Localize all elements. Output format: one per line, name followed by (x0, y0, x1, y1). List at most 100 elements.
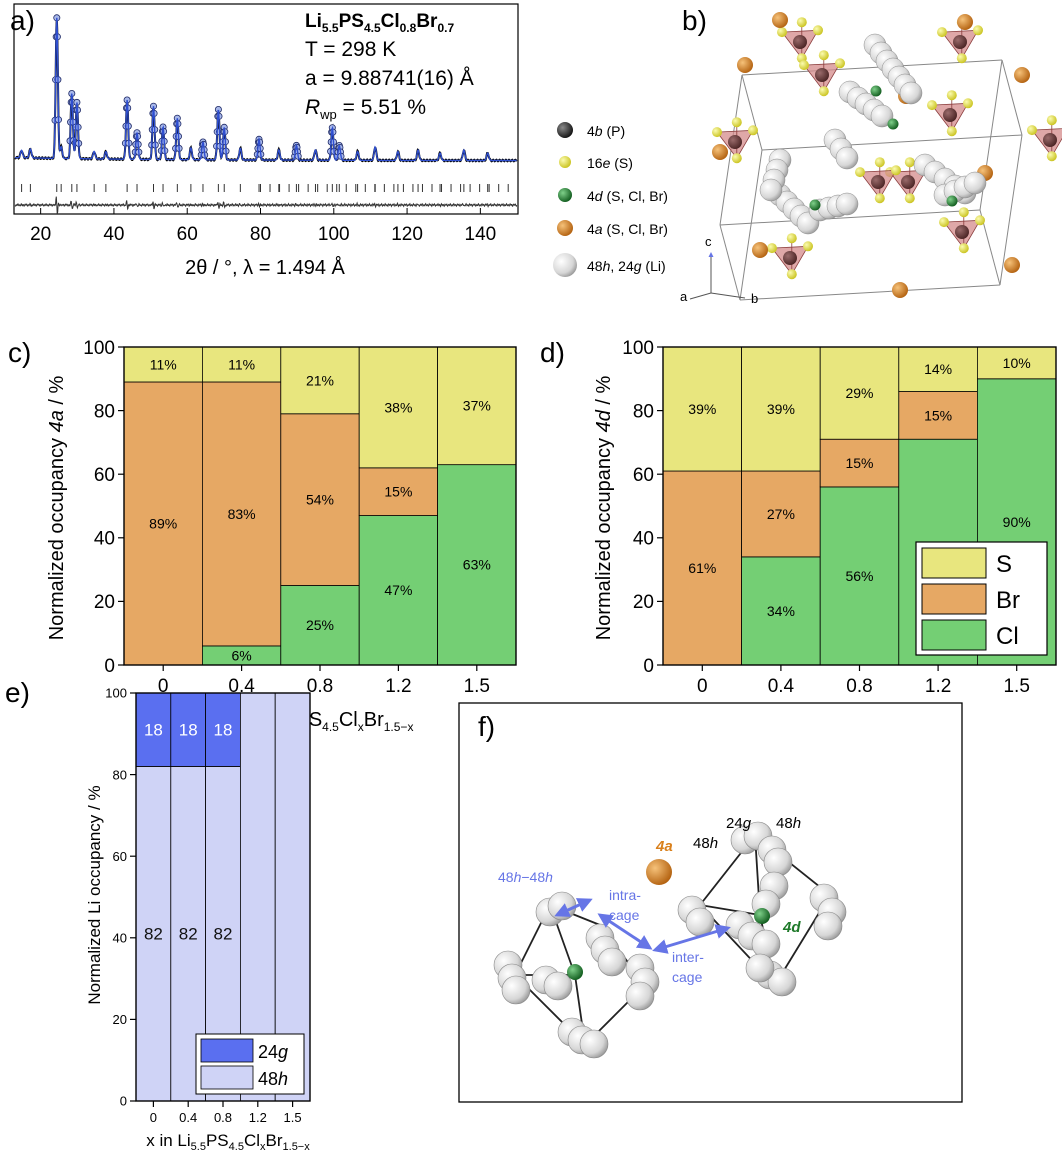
p-atom (1043, 133, 1057, 147)
x-tick-label: 140 (465, 224, 497, 245)
label-inter-cage: cage (672, 969, 703, 985)
s-atom (958, 243, 969, 254)
axis-a-label: a (680, 289, 688, 304)
li-atom (835, 192, 859, 216)
s-atom (799, 60, 809, 71)
data-label: 11% (228, 356, 255, 372)
data-label: 61% (688, 560, 716, 576)
cell-edge (741, 74, 763, 151)
data-label: 21% (306, 372, 334, 388)
legend-24g-label: 24g (258, 1042, 288, 1062)
data-label: 82 (179, 925, 198, 944)
li-atom (543, 971, 573, 1001)
y-tick-label: 60 (113, 849, 127, 864)
site-li-icon (553, 253, 577, 277)
data-label: 83% (228, 506, 256, 522)
x-tick-label: 0.4 (228, 676, 255, 697)
li-atom (870, 104, 894, 128)
site-4d-label: 4d (S, Cl, Br) (587, 188, 668, 204)
x-tick-label: 0 (697, 676, 708, 697)
li-atom (767, 967, 797, 997)
bar-S-1.5 (977, 346, 1057, 380)
panel-c: c) 89% 11% 6% 83% 11% 25% 54% 21% 47% 15% 38% 63% 37… (8, 337, 517, 734)
bar-S-0.8 (819, 346, 900, 440)
s-atom (963, 98, 973, 109)
y-tick-label: 40 (113, 930, 127, 945)
data-label: 27% (767, 506, 795, 522)
x-tick-label: 60 (177, 224, 198, 245)
cell-edge (761, 134, 1023, 151)
li-atom (745, 953, 775, 983)
crystal-structure (712, 12, 1062, 301)
bar-S-0.4 (201, 346, 282, 383)
x-tick-label: 120 (391, 224, 423, 245)
s-atom (891, 165, 901, 176)
panel-a-x-title: 2θ / °, λ = 1.494 Å (185, 256, 345, 279)
x-tick-label: 0.4 (179, 1110, 197, 1125)
x-tick-label: 80 (250, 224, 271, 245)
site-4a-atom (646, 859, 672, 885)
y-tick-label: 100 (105, 686, 127, 701)
y-tick-label: 0 (120, 1094, 127, 1109)
x-tick-label: 1.5 (284, 1110, 302, 1125)
jump-arrow (597, 913, 653, 950)
temperature-label: T = 298 K (305, 38, 396, 61)
label-48h-48h: 48h−48h (498, 869, 553, 885)
panel-e-bars: 82 18 82 18 82 18 (135, 692, 311, 1102)
data-label: 29% (845, 385, 873, 401)
axis-c-label: c (705, 234, 712, 249)
s-atom (904, 157, 915, 168)
4d-atom (887, 118, 899, 130)
y-tick-label: 0 (104, 656, 115, 677)
bar-Cl-0.4 (741, 556, 821, 666)
p-atom (943, 108, 957, 122)
p-atom (955, 225, 969, 239)
x-tick-label: 1.5 (1003, 676, 1029, 697)
data-label: 6% (231, 647, 251, 663)
bar-Cl-1.2 (358, 515, 439, 666)
y-tick-label: 20 (113, 1012, 127, 1027)
calculated-pattern (15, 17, 517, 162)
4a-atom (712, 144, 728, 160)
4a-atom (737, 57, 753, 73)
bar-Br-0.4 (741, 470, 821, 558)
panel-d-y-title: Normalized occupancy 4d / % (593, 375, 615, 640)
panel-f-frame (458, 702, 963, 1103)
y-tick-label: 20 (633, 592, 654, 613)
label-intra: intra- (609, 887, 641, 903)
cell-edge (739, 149, 763, 301)
jump-arrow (554, 898, 593, 917)
bar-S-1.5 (437, 346, 517, 466)
cell-edge (719, 209, 981, 226)
legend-cl-label: Cl (996, 623, 1019, 650)
4d-atom (946, 195, 958, 207)
site-legend: 4b (P) 16e (S) 4d (S, Cl, Br) 4a (S, Cl,… (553, 122, 668, 277)
formula-title: Li5.5PS4.5Cl0.8Br0.7 (305, 11, 454, 35)
y-tick-label: 0 (643, 656, 654, 677)
data-label: 90% (1003, 514, 1031, 530)
data-label: 18 (214, 721, 233, 740)
panel-d: d) 61%39%34%27%39%56%15%29%71%15%14%90%1… (540, 337, 1057, 734)
s-atom (874, 157, 885, 168)
bar-S-0 (662, 346, 742, 472)
li-atom (899, 81, 923, 105)
legend-48h-swatch (200, 1065, 254, 1090)
p-atom (953, 35, 967, 49)
data-label: 54% (306, 492, 334, 508)
data-label: 10% (1003, 355, 1031, 371)
data-label: 18 (179, 721, 198, 740)
li-atom (625, 981, 655, 1011)
panel-e-label: e) (5, 677, 30, 708)
panel-f-label: f) (478, 711, 495, 742)
li-atom (579, 1029, 609, 1059)
s-atom (818, 50, 829, 61)
jump-arrow (652, 924, 731, 954)
data-label: 82 (144, 925, 163, 944)
panel-c-axes: 0 20 40 60 80 100 0 0.4 0.8 1.2 1.5 (83, 338, 517, 697)
cell-edge (1001, 59, 1023, 136)
axes-indicator: c a b (680, 234, 758, 306)
p-atom (728, 135, 742, 149)
4a-atom (1004, 257, 1020, 273)
data-label: 47% (384, 582, 412, 598)
